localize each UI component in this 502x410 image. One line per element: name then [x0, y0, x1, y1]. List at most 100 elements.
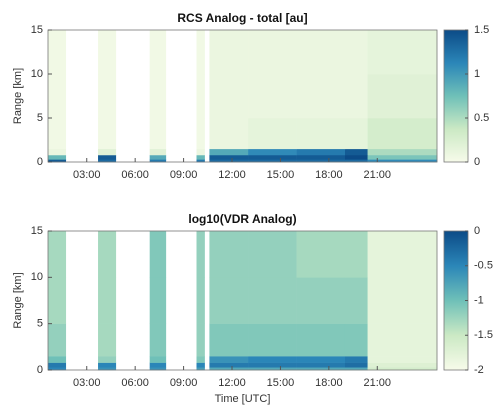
y-tick-label: 0 — [37, 156, 43, 168]
heatmap-cell — [48, 159, 67, 163]
heatmap-cell — [209, 277, 249, 324]
heatmap-cell — [196, 154, 205, 160]
heatmap-cell — [98, 30, 117, 75]
heatmap-cell — [209, 323, 249, 357]
x-tick-label: 06:00 — [121, 169, 149, 181]
y-tick-label: 0 — [37, 364, 43, 376]
heatmap-cell — [367, 231, 438, 278]
heatmap-cell — [296, 118, 346, 150]
heatmap-cell — [196, 362, 205, 368]
heatmap-cell — [98, 159, 117, 163]
heatmap-cell — [98, 356, 117, 363]
colorbar-tick-label: 0.5 — [474, 112, 489, 124]
heatmap-cell — [48, 118, 67, 150]
heatmap-cell — [344, 231, 368, 278]
heatmap-cell — [149, 362, 167, 368]
heatmap-cell — [248, 277, 297, 324]
heatmap-cell — [196, 30, 205, 75]
heatmap-cell — [248, 30, 297, 75]
y-tick-label: 15 — [31, 24, 43, 36]
plot-frame — [47, 29, 438, 163]
heatmap-cell — [98, 74, 117, 119]
x-tick-label: 18:00 — [315, 169, 343, 181]
heatmap-cell — [367, 148, 438, 156]
x-tick-label: 18:00 — [315, 377, 343, 389]
colorbar — [443, 230, 469, 371]
heatmap-cell — [196, 367, 205, 371]
heatmap-cell — [248, 118, 297, 150]
heatmap-cell — [98, 367, 117, 371]
heatmap-cell — [248, 231, 297, 278]
heatmap-cell — [367, 154, 438, 160]
heatmap-cell — [48, 367, 67, 371]
y-tick-label: 5 — [37, 318, 43, 330]
heatmap-cell — [196, 159, 205, 163]
heatmap-cell — [98, 277, 117, 324]
heatmap-cell — [48, 74, 67, 119]
colorbar-tick-label: 1.5 — [474, 24, 489, 36]
y-tick-label: 10 — [31, 68, 43, 80]
heatmap-cell — [344, 323, 368, 357]
heatmap-cell — [367, 74, 438, 119]
heatmap-cell — [367, 367, 438, 371]
heatmap-cell — [149, 118, 167, 150]
x-tick-label: 03:00 — [73, 377, 101, 389]
heatmap-cell — [296, 159, 346, 163]
heatmap-cell — [98, 148, 117, 156]
heatmap-cell — [196, 118, 205, 150]
heatmap-cell — [296, 148, 346, 156]
heatmap-cell — [209, 118, 249, 150]
plot-frame — [47, 230, 438, 371]
heatmap-cell — [98, 323, 117, 357]
heatmap-cell — [149, 356, 167, 363]
heatmap-cell — [196, 148, 205, 156]
heatmap-cell — [248, 362, 297, 368]
y-tick-label: 5 — [37, 112, 43, 124]
heatmap-cell — [149, 148, 167, 156]
x-tick-label: 21:00 — [364, 169, 392, 181]
heatmap-cell — [196, 323, 205, 357]
heatmap-cell — [209, 231, 249, 278]
heatmap-cell — [296, 277, 346, 324]
colorbar-tick-label: 1 — [474, 68, 480, 80]
colorbar-tick-label: 0 — [474, 225, 480, 237]
heatmap-cell — [367, 362, 438, 368]
heatmap-cell — [248, 367, 297, 371]
heatmap-cell — [209, 30, 249, 75]
heatmap-cell — [296, 74, 346, 119]
x-tick-label: 09:00 — [170, 377, 198, 389]
heatmap-cell — [196, 74, 205, 119]
x-tick-label: 21:00 — [364, 377, 392, 389]
heatmap-cell — [296, 231, 346, 278]
heatmap-cell — [149, 74, 167, 119]
heatmap-cell — [367, 323, 438, 357]
heatmap-cell — [48, 154, 67, 160]
heatmap-cell — [196, 356, 205, 363]
heatmap-cell — [149, 159, 167, 163]
y-tick-label: 10 — [31, 271, 43, 283]
heatmap-cell — [98, 362, 117, 368]
heatmap-cell — [98, 118, 117, 150]
y-tick-label: 15 — [31, 225, 43, 237]
heatmap-cell — [209, 367, 249, 371]
heatmap-cell — [149, 30, 167, 75]
heatmap-cell — [296, 30, 346, 75]
x-axis-label: Time [UTC] — [215, 393, 271, 405]
y-axis-label: Range [km] — [12, 272, 24, 328]
colorbar — [443, 29, 469, 163]
x-tick-label: 15:00 — [267, 377, 295, 389]
y-axis-label: Range [km] — [12, 68, 24, 124]
heatmap-cell — [48, 30, 67, 75]
heatmap-cell — [149, 323, 167, 357]
colorbar-tick-label: -1.5 — [474, 329, 493, 341]
heatmap-cell — [48, 277, 67, 324]
heatmap-cell — [209, 148, 249, 156]
heatmap-cell — [344, 154, 368, 160]
heatmap-cell — [196, 231, 205, 278]
heatmap-cell — [367, 356, 438, 363]
heatmap-cell — [344, 148, 368, 156]
heatmap-cell — [248, 148, 297, 156]
heatmap-cell — [209, 74, 249, 119]
heatmap-cell — [344, 30, 368, 75]
